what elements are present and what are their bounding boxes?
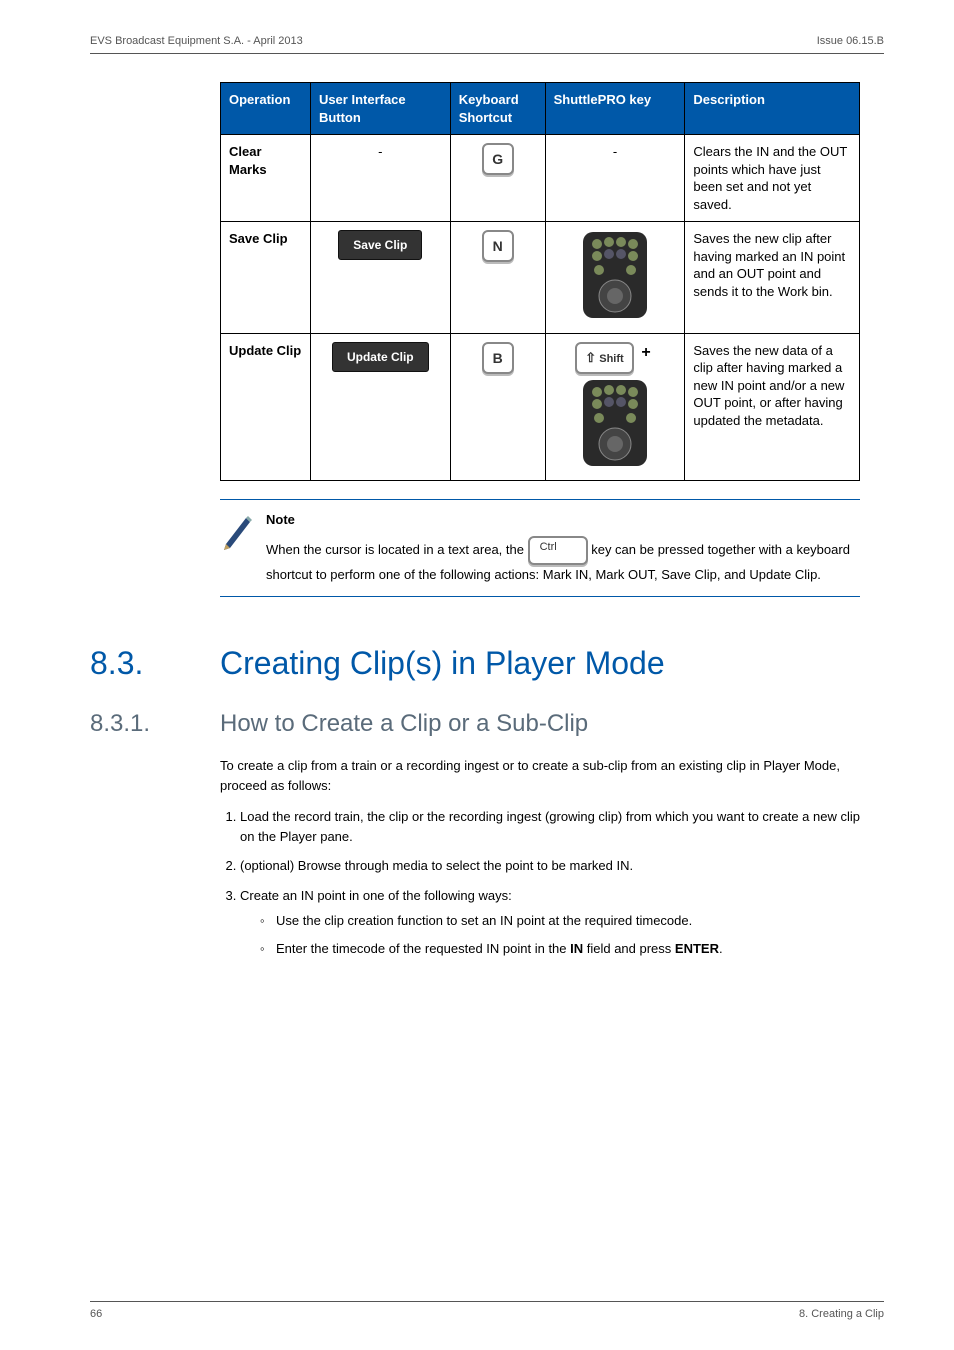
shuttle-save bbox=[545, 222, 685, 334]
note-block: Note When the cursor is located in a tex… bbox=[220, 499, 860, 597]
th-keyboard: Keyboard Shortcut bbox=[450, 83, 545, 135]
step-3-text: Create an IN point in one of the followi… bbox=[240, 888, 512, 903]
step-1: Load the record train, the clip or the r… bbox=[240, 807, 860, 846]
step3b-a: Enter the timecode of the requested IN p… bbox=[276, 941, 570, 956]
table-row: Update Clip Update Clip B ⇧ Shift + bbox=[221, 333, 860, 481]
key-ctrl: Ctrl bbox=[528, 536, 588, 565]
ui-update: Update Clip bbox=[310, 333, 450, 481]
key-n: N bbox=[482, 230, 514, 262]
h2-title: Creating Clip(s) in Player Mode bbox=[220, 645, 665, 682]
kb-clear: G bbox=[450, 135, 545, 222]
step3b-enter: ENTER bbox=[675, 941, 719, 956]
h3-title: How to Create a Clip or a Sub-Clip bbox=[220, 710, 588, 738]
key-shift: ⇧ Shift bbox=[575, 342, 633, 374]
shuttle-icon bbox=[577, 378, 653, 468]
table-row: Save Clip Save Clip N bbox=[221, 222, 860, 334]
th-operation: Operation bbox=[221, 83, 311, 135]
table-row: Clear Marks - G - Clears the IN and the … bbox=[221, 135, 860, 222]
plus-sign: + bbox=[641, 344, 650, 361]
op-update-clip: Update Clip bbox=[221, 333, 311, 481]
step-3b: Enter the timecode of the requested IN p… bbox=[260, 939, 860, 959]
step-3: Create an IN point in one of the followi… bbox=[240, 886, 860, 959]
update-clip-button[interactable]: Update Clip bbox=[332, 342, 429, 372]
op-save-clip: Save Clip bbox=[221, 222, 311, 334]
key-g: G bbox=[482, 143, 514, 175]
note-text: When the cursor is located in a text are… bbox=[266, 536, 860, 585]
shift-label: Shift bbox=[599, 353, 623, 365]
operations-table: Operation User Interface Button Keyboard… bbox=[220, 82, 860, 481]
sub-list: Use the clip creation function to set an… bbox=[240, 911, 860, 958]
th-ui: User Interface Button bbox=[310, 83, 450, 135]
kb-save: N bbox=[450, 222, 545, 334]
op-clear-marks: Clear Marks bbox=[221, 135, 311, 222]
shuttle-update: ⇧ Shift + bbox=[545, 333, 685, 481]
heading-3: 8.3.1. How to Create a Clip or a Sub-Cli… bbox=[90, 710, 884, 738]
ui-clear-dash: - bbox=[310, 135, 450, 222]
note-title: Note bbox=[266, 510, 860, 530]
desc-update: Saves the new data of a clip after havin… bbox=[685, 333, 860, 481]
step-2: (optional) Browse through media to selec… bbox=[240, 856, 860, 876]
h2-number: 8.3. bbox=[90, 645, 180, 682]
note-icon bbox=[220, 510, 254, 584]
desc-clear: Clears the IN and the OUT points which h… bbox=[685, 135, 860, 222]
shuttle-clear-dash: - bbox=[545, 135, 685, 222]
steps-list: Load the record train, the clip or the r… bbox=[220, 807, 860, 958]
key-b: B bbox=[482, 342, 514, 374]
header-left: EVS Broadcast Equipment S.A. - April 201… bbox=[90, 35, 303, 47]
step3b-b: field and press bbox=[583, 941, 675, 956]
page-header: EVS Broadcast Equipment S.A. - April 201… bbox=[90, 35, 884, 54]
step3b-c: . bbox=[719, 941, 723, 956]
save-clip-button[interactable]: Save Clip bbox=[338, 230, 422, 260]
desc-save: Saves the new clip after having marked a… bbox=[685, 222, 860, 334]
step-3a: Use the clip creation function to set an… bbox=[260, 911, 860, 931]
footer-section: 8. Creating a Clip bbox=[799, 1308, 884, 1320]
footer-page-number: 66 bbox=[90, 1308, 102, 1320]
kb-update: B bbox=[450, 333, 545, 481]
step3b-in: IN bbox=[570, 941, 583, 956]
page-footer: 66 8. Creating a Clip bbox=[90, 1301, 884, 1320]
heading-2: 8.3. Creating Clip(s) in Player Mode bbox=[90, 645, 884, 682]
body-content: To create a clip from a train or a recor… bbox=[220, 756, 860, 958]
h3-number: 8.3.1. bbox=[90, 710, 180, 738]
th-shuttle: ShuttlePRO key bbox=[545, 83, 685, 135]
ui-save: Save Clip bbox=[310, 222, 450, 334]
shuttle-icon bbox=[577, 230, 653, 320]
intro-paragraph: To create a clip from a train or a recor… bbox=[220, 756, 860, 795]
note-text-a: When the cursor is located in a text are… bbox=[266, 542, 528, 557]
th-description: Description bbox=[685, 83, 860, 135]
header-right: Issue 06.15.B bbox=[817, 35, 884, 47]
